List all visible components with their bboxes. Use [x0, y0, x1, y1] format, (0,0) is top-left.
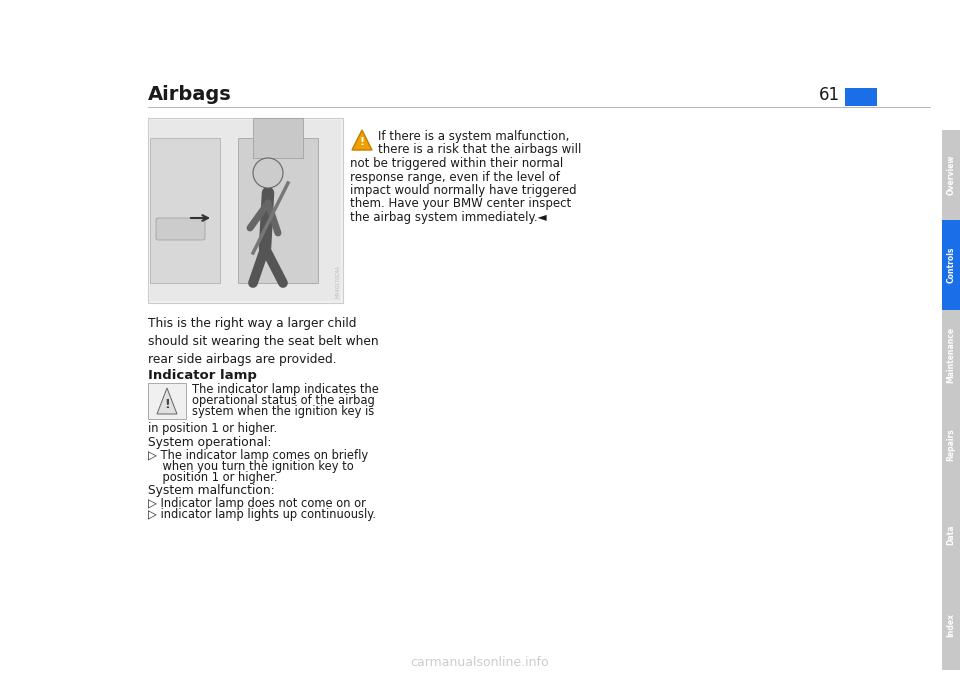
Text: operational status of the airbag: operational status of the airbag [192, 394, 374, 407]
Bar [942, 130, 960, 220]
Bar [150, 138, 220, 283]
Text: position 1 or higher.: position 1 or higher. [148, 471, 277, 484]
Text: Data: Data [947, 525, 955, 545]
Bar [148, 383, 186, 419]
Text: impact would normally have triggered: impact would normally have triggered [350, 184, 577, 197]
Text: not be triggered within their normal: not be triggered within their normal [350, 157, 564, 170]
Text: ▷ indicator lamp lights up continuously.: ▷ indicator lamp lights up continuously. [148, 508, 376, 521]
Text: System operational:: System operational: [148, 436, 272, 449]
Circle shape [253, 158, 283, 188]
Bar [942, 400, 960, 490]
Text: response range, even if the level of: response range, even if the level of [350, 170, 560, 184]
Bar [942, 580, 960, 670]
Polygon shape [157, 388, 177, 414]
Text: 61: 61 [819, 86, 840, 104]
Bar [942, 310, 960, 400]
Text: System malfunction:: System malfunction: [148, 484, 275, 497]
Text: Overview: Overview [947, 155, 955, 195]
Text: This is the right way a larger child
should sit wearing the seat belt when
rear : This is the right way a larger child sho… [148, 317, 378, 366]
Text: Indicator lamp: Indicator lamp [148, 369, 257, 382]
Bar [845, 88, 877, 106]
Text: Maintenance: Maintenance [947, 327, 955, 383]
Bar [150, 120, 341, 301]
FancyBboxPatch shape [156, 218, 205, 240]
Text: Airbags: Airbags [148, 85, 231, 104]
Bar [942, 490, 960, 580]
Text: them. Have your BMW center inspect: them. Have your BMW center inspect [350, 197, 571, 210]
Bar [148, 118, 343, 303]
Text: when you turn the ignition key to: when you turn the ignition key to [148, 460, 353, 473]
Text: Index: Index [947, 613, 955, 637]
Text: !: ! [359, 138, 365, 147]
Bar [253, 118, 303, 158]
Polygon shape [352, 130, 372, 150]
Text: ▷ The indicator lamp comes on briefly: ▷ The indicator lamp comes on briefly [148, 449, 368, 462]
Text: ▷ Indicator lamp does not come on or: ▷ Indicator lamp does not come on or [148, 497, 366, 510]
Text: Repairs: Repairs [947, 428, 955, 461]
Bar [942, 220, 960, 310]
Text: system when the ignition key is: system when the ignition key is [192, 405, 374, 418]
Text: If there is a system malfunction,: If there is a system malfunction, [378, 130, 569, 143]
Bar [238, 138, 318, 283]
Text: MA40170C4A: MA40170C4A [335, 265, 340, 298]
Text: carmanualsonline.info: carmanualsonline.info [411, 656, 549, 669]
Text: there is a risk that the airbags will: there is a risk that the airbags will [378, 144, 582, 157]
Text: !: ! [164, 397, 170, 410]
Text: Controls: Controls [947, 247, 955, 283]
Text: The indicator lamp indicates the: The indicator lamp indicates the [192, 383, 379, 396]
Text: in position 1 or higher.: in position 1 or higher. [148, 422, 277, 435]
Text: the airbag system immediately.◄: the airbag system immediately.◄ [350, 211, 546, 224]
